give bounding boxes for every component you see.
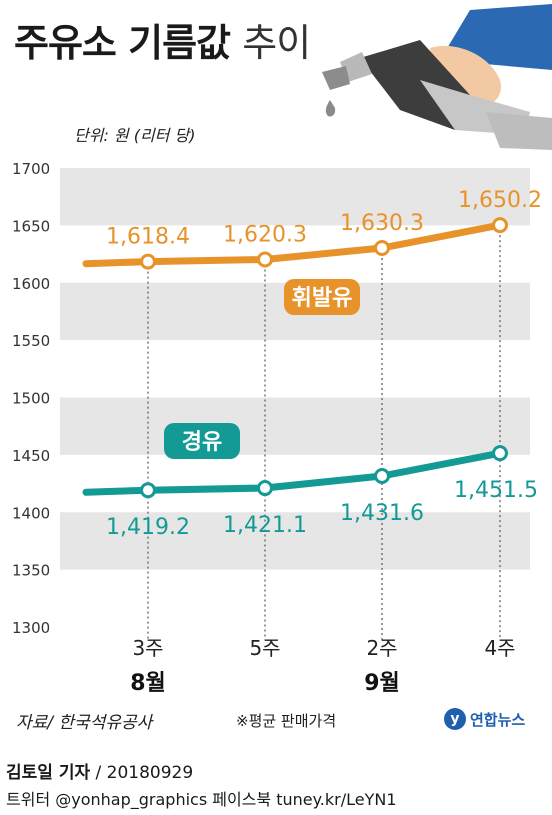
x-axis: 3주 5주 2주 4주 8월 9월 [130,636,515,696]
x-tick-label: 2주 [366,636,397,660]
note-label: ※평균 판매가격 [236,712,337,730]
y-tick-label: 1500 [12,390,50,408]
y-tick-label: 1700 [12,160,50,178]
page-title: 주유소 기름값 추이 [14,12,311,67]
data-label: 1,618.4 [106,225,190,250]
social-links: 트위터 @yonhap_graphics 페이스북 tuney.kr/LeYN1 [6,790,397,809]
grid-band [60,168,530,226]
y-tick-label: 1600 [12,275,50,293]
y-tick-label: 1550 [12,332,50,350]
reporter-name: 김토일 기자 [6,763,91,783]
y-tick-label: 1450 [12,447,50,465]
source-label: 자료/ 한국석유공사 [16,713,153,733]
x-tick-label: 4주 [484,636,515,660]
title-bold: 주유소 기름값 [14,21,231,65]
data-point [374,239,390,256]
data-point [140,253,156,270]
data-point [492,445,508,462]
yonhap-logo: y 연합뉴스 [444,704,525,734]
gasoline-legend-pill [284,279,360,315]
unit-label: 단위: 원 (리터 당) [74,126,196,145]
data-label: 1,630.3 [340,211,424,236]
y-tick-label: 1300 [12,619,50,637]
data-point [257,251,273,268]
x-tick-label: 3주 [132,636,163,660]
x-tick-label: 5주 [249,636,280,660]
data-label: 1,650.2 [458,188,542,213]
grid-band [60,397,530,455]
data-label: 1,620.3 [223,222,307,247]
data-label: 1,421.1 [223,513,307,538]
data-point [140,482,156,499]
logo-mark-icon: y [444,708,466,730]
month-label: 9월 [364,671,400,696]
diesel-legend-pill [164,423,240,459]
grid-band [60,512,530,570]
y-axis: 1700 1650 1600 1550 1500 1450 1400 1350 1300 [12,160,50,637]
x-guides [147,225,501,640]
y-tick-label: 1650 [12,217,50,235]
month-label: 8월 [130,671,166,696]
data-point [257,480,273,497]
data-label: 1,451.5 [454,478,538,503]
series-layer: 1,618.4 1,620.3 1,630.3 1,650.2 1,419.2 1,421… [82,188,542,540]
diesel-legend-label: 경유 [182,430,222,455]
data-point [492,217,508,234]
byline-date: / 20180929 [90,763,194,783]
y-tick-label: 1400 [12,504,50,522]
fuel-nozzle-icon [322,4,552,150]
title-light: 추이 [242,21,311,65]
data-label: 1,431.6 [340,501,424,526]
data-label: 1,419.2 [106,515,190,540]
y-tick-label: 1350 [12,562,50,580]
gasoline-legend-label: 휘발유 [292,286,353,311]
byline: 김토일 기자 / 20180929 [6,758,193,783]
logo-text: 연합뉴스 [470,710,526,729]
data-point [374,467,390,484]
